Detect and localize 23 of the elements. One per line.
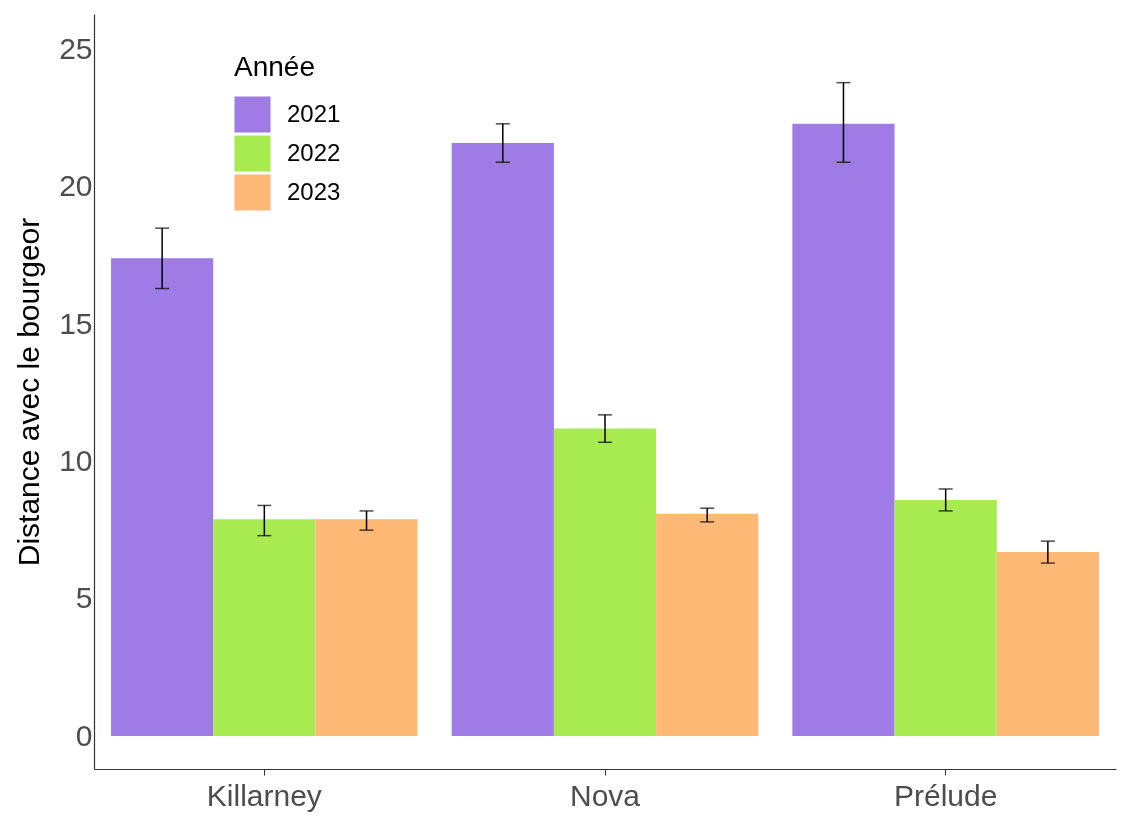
legend-label: 2021 xyxy=(287,99,341,127)
bar xyxy=(451,143,554,737)
bar xyxy=(656,513,759,737)
y-tick-label: 10 xyxy=(59,444,93,478)
legend-label: 2022 xyxy=(287,138,341,166)
bar xyxy=(996,552,1099,737)
bar xyxy=(553,428,657,737)
y-tick-label: 5 xyxy=(75,581,93,615)
x-tick-label: Nova xyxy=(569,778,641,812)
x-tick-label: Prélude xyxy=(893,778,998,812)
legend-title: Année xyxy=(234,51,315,82)
y-tick-label: 0 xyxy=(75,718,93,752)
bar xyxy=(213,519,316,737)
bar xyxy=(315,519,418,737)
y-axis-title: Distance avec le bourgeor xyxy=(12,217,46,567)
y-tick-label: 20 xyxy=(59,169,93,203)
y-tick-label: 15 xyxy=(59,306,93,340)
y-tick-label: 25 xyxy=(59,32,93,66)
legend-label: 2023 xyxy=(287,177,341,205)
bar xyxy=(792,123,895,737)
bar xyxy=(111,258,214,737)
x-tick-label: Killarney xyxy=(206,778,322,812)
bar xyxy=(894,499,997,737)
